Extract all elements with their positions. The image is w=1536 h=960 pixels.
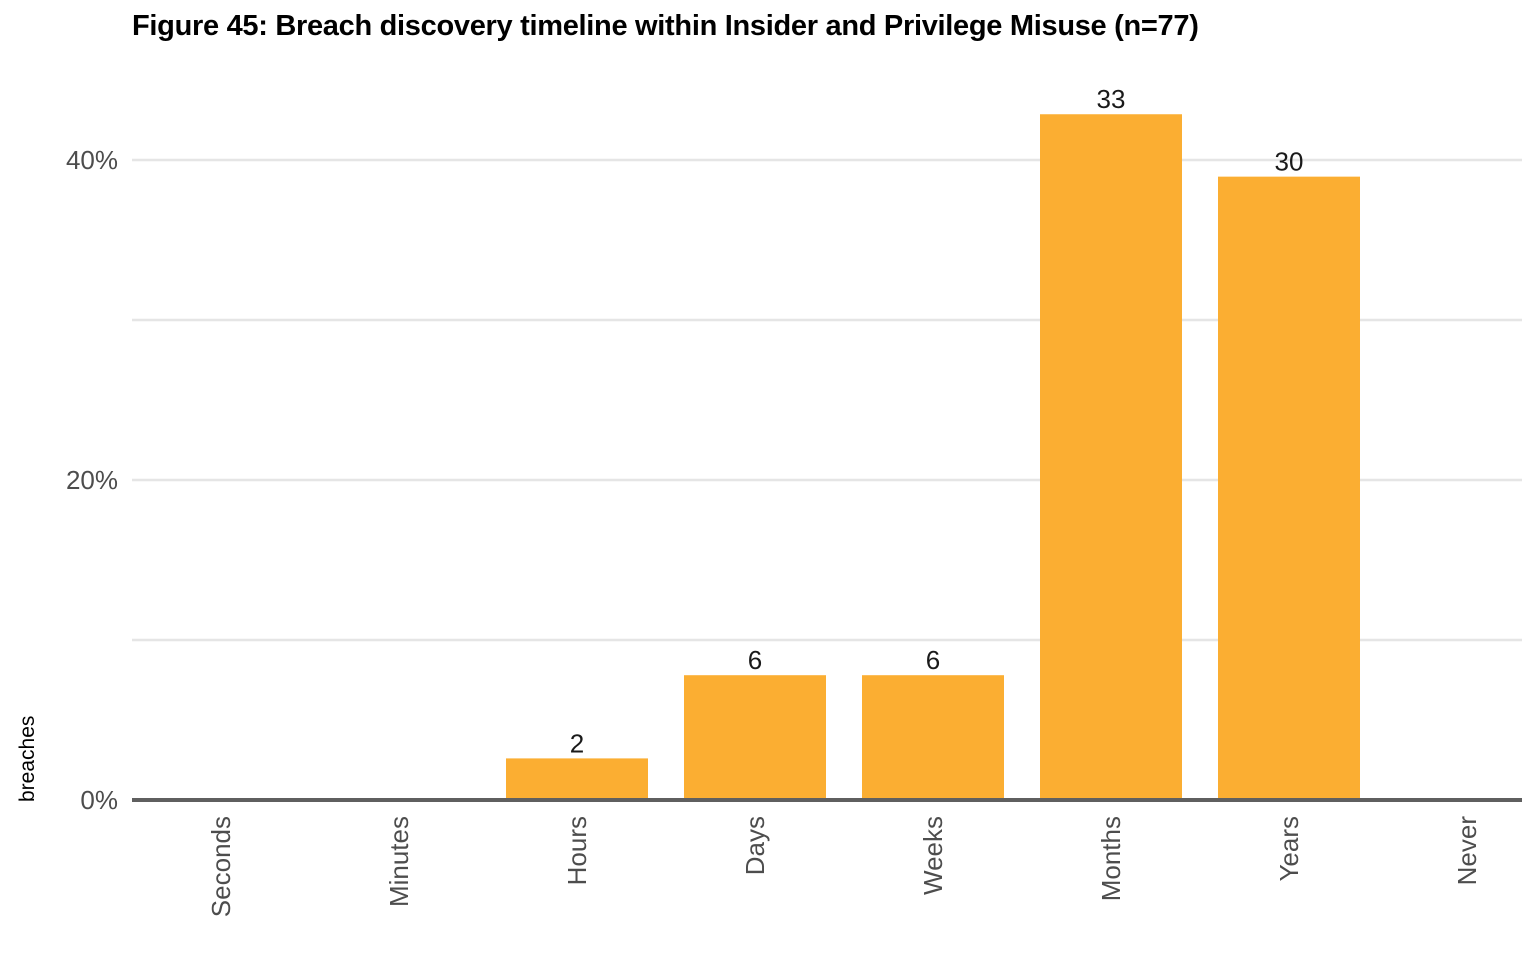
bar-days [684, 675, 826, 800]
x-tick-label: Hours [562, 816, 592, 885]
x-tick-label: Years [1274, 816, 1304, 882]
data-label: 6 [748, 645, 762, 675]
bar-months [1040, 114, 1182, 801]
bar-years [1218, 176, 1360, 800]
data-labels: 2 6 6 33 30 [570, 84, 1304, 758]
data-label: 2 [570, 728, 584, 758]
x-axis-ticks: Seconds Minutes Hours Days Weeks Months Years N… [206, 816, 1482, 918]
x-tick-label: Months [1096, 816, 1126, 901]
x-tick-label: Days [740, 816, 770, 875]
x-tick-label: Minutes [384, 816, 414, 907]
y-tick-label: 0% [80, 785, 118, 815]
data-label: 30 [1275, 147, 1304, 177]
y-tick-label: 20% [66, 465, 118, 495]
x-tick-label: Seconds [206, 816, 236, 917]
bars [506, 114, 1360, 801]
data-label: 6 [926, 645, 940, 675]
bar-weeks [862, 675, 1004, 800]
data-label: 33 [1097, 84, 1126, 114]
y-axis-ticks: 0% 20% 40% [66, 145, 118, 815]
x-tick-label: Never [1452, 816, 1482, 886]
y-tick-label: 40% [66, 145, 118, 175]
chart-title: Figure 45: Breach discovery timeline wit… [132, 10, 1199, 42]
x-tick-label: Weeks [918, 816, 948, 895]
bar-hours [506, 758, 648, 800]
y-axis-label: breaches [16, 716, 39, 802]
